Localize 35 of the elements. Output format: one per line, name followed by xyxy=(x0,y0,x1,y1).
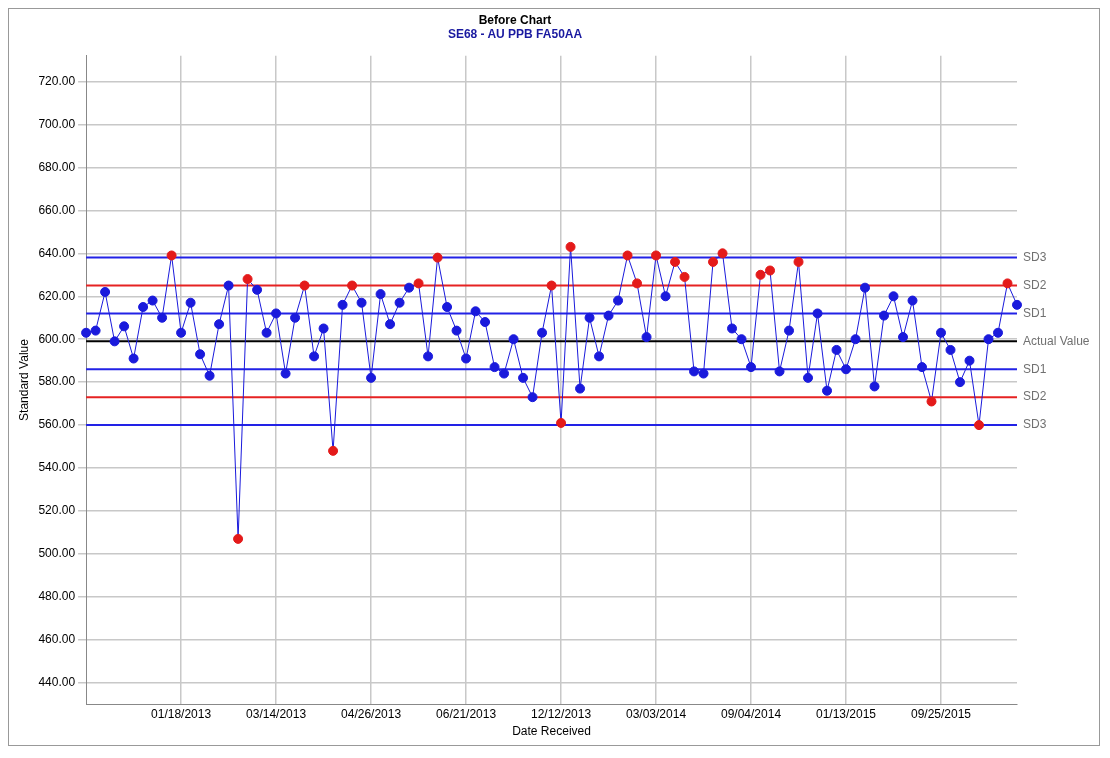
x-tick-label: 12/12/2013 xyxy=(531,706,592,721)
x-tick-label: 03/03/2014 xyxy=(626,706,687,721)
y-tick-label: 540.00 xyxy=(38,460,76,475)
y-tick-label: 720.00 xyxy=(38,73,76,88)
y-tick-label: 460.00 xyxy=(38,632,76,647)
ref-line-label: SD3 xyxy=(1023,417,1047,432)
y-tick-label: 600.00 xyxy=(38,331,76,346)
x-tick-label: 06/21/2013 xyxy=(436,706,497,721)
x-tick-label: 04/26/2013 xyxy=(341,706,402,721)
ref-line-label: Actual Value xyxy=(1023,333,1090,348)
y-tick-label: 580.00 xyxy=(38,374,76,389)
y-tick-label: 560.00 xyxy=(38,417,76,432)
x-tick-label: 03/14/2013 xyxy=(246,706,307,721)
ref-line-label: SD1 xyxy=(1023,361,1047,376)
x-tick-label: 09/25/2015 xyxy=(910,706,972,721)
x-axis-title: Date Received xyxy=(512,724,591,739)
x-tick-label: 01/13/2015 xyxy=(815,706,877,721)
y-tick-label: 640.00 xyxy=(38,245,76,260)
x-tick-label: 01/18/2013 xyxy=(151,706,212,721)
ref-line-label: SD3 xyxy=(1023,249,1047,264)
ref-line-label: SD1 xyxy=(1023,305,1047,320)
y-tick-label: 480.00 xyxy=(38,589,76,604)
y-tick-label: 520.00 xyxy=(38,503,76,518)
y-tick-label: 680.00 xyxy=(38,159,76,174)
ref-line-label: SD2 xyxy=(1023,277,1047,292)
y-axis-title: Standard Value xyxy=(16,338,31,421)
x-tick-label: 09/04/2014 xyxy=(721,706,782,721)
y-tick-label: 660.00 xyxy=(38,202,76,217)
y-tick-label: 500.00 xyxy=(38,546,76,561)
y-tick-label: 440.00 xyxy=(38,675,76,690)
chart-title: Before Chart xyxy=(478,12,552,27)
ref-line-label: SD2 xyxy=(1023,389,1047,404)
y-tick-label: 700.00 xyxy=(38,116,76,131)
chart-subtitle: SE68 - AU PPB FA50AA xyxy=(447,26,583,41)
y-tick-label: 620.00 xyxy=(38,288,76,303)
